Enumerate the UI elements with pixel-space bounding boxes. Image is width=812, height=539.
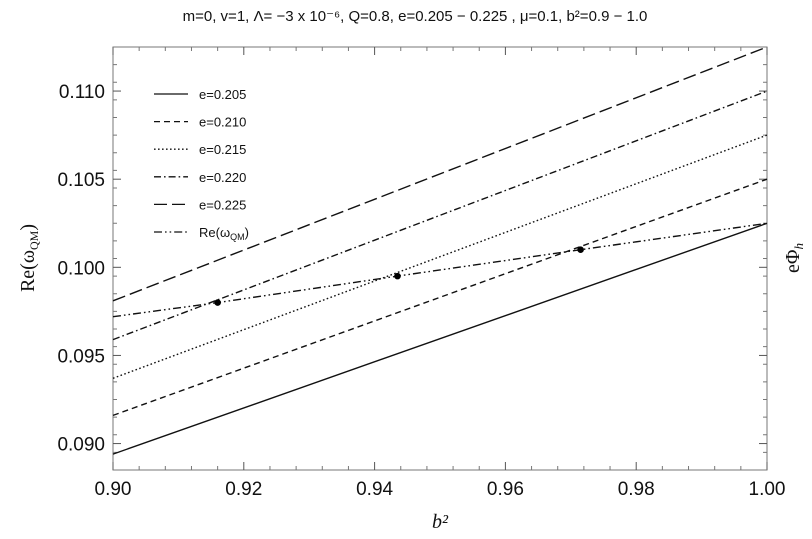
x-axis-label: b² bbox=[432, 511, 449, 533]
chart-title: m=0, v=1, Λ= −3 x 10⁻⁶, Q=0.8, e=0.205 −… bbox=[183, 8, 648, 25]
legend-label: e=0.210 bbox=[199, 115, 246, 130]
data-markers bbox=[214, 246, 584, 306]
series-line-1 bbox=[112, 222, 768, 455]
series-line-3 bbox=[112, 134, 768, 379]
x-tick-label: 0.90 bbox=[95, 479, 132, 500]
series-lines bbox=[112, 46, 768, 455]
legend-label: e=0.220 bbox=[199, 170, 246, 185]
legend-label: Re(ωQM) bbox=[199, 225, 249, 242]
series-line-5 bbox=[112, 46, 768, 302]
x-tick-labels: 0.90 0.92 0.94 0.96 0.98 1.00 bbox=[95, 479, 786, 500]
legend-label: e=0.225 bbox=[199, 197, 246, 212]
x-tick-label: 1.00 bbox=[749, 479, 786, 500]
y-tick-label: 0.100 bbox=[57, 258, 105, 279]
y-axis-label: Re(ωQM) bbox=[17, 224, 41, 292]
x-tick-label: 0.92 bbox=[225, 479, 262, 500]
y-tick-label: 0.090 bbox=[57, 435, 105, 456]
y-tick-label: 0.110 bbox=[59, 82, 105, 103]
y-tick-label: 0.095 bbox=[57, 346, 105, 367]
tick-marks bbox=[112, 46, 768, 471]
x-tick-label: 0.96 bbox=[487, 479, 524, 500]
y-tick-labels: 0.090 0.095 0.100 0.105 0.110 bbox=[57, 82, 105, 456]
right-axis-label: eΦh bbox=[782, 243, 806, 273]
data-point-marker bbox=[577, 246, 584, 253]
series-line-2 bbox=[112, 178, 768, 417]
legend-label: e=0.215 bbox=[199, 142, 246, 157]
legend-label: e=0.205 bbox=[199, 87, 246, 102]
x-tick-label: 0.94 bbox=[356, 479, 393, 500]
data-point-marker bbox=[214, 299, 221, 306]
data-point-marker bbox=[394, 272, 401, 280]
y-tick-label: 0.105 bbox=[57, 170, 105, 191]
x-tick-label: 0.98 bbox=[618, 479, 655, 500]
legend: e=0.205 e=0.210 e=0.215 e=0.220 e=0.225 Re(ωQ… bbox=[154, 87, 249, 242]
